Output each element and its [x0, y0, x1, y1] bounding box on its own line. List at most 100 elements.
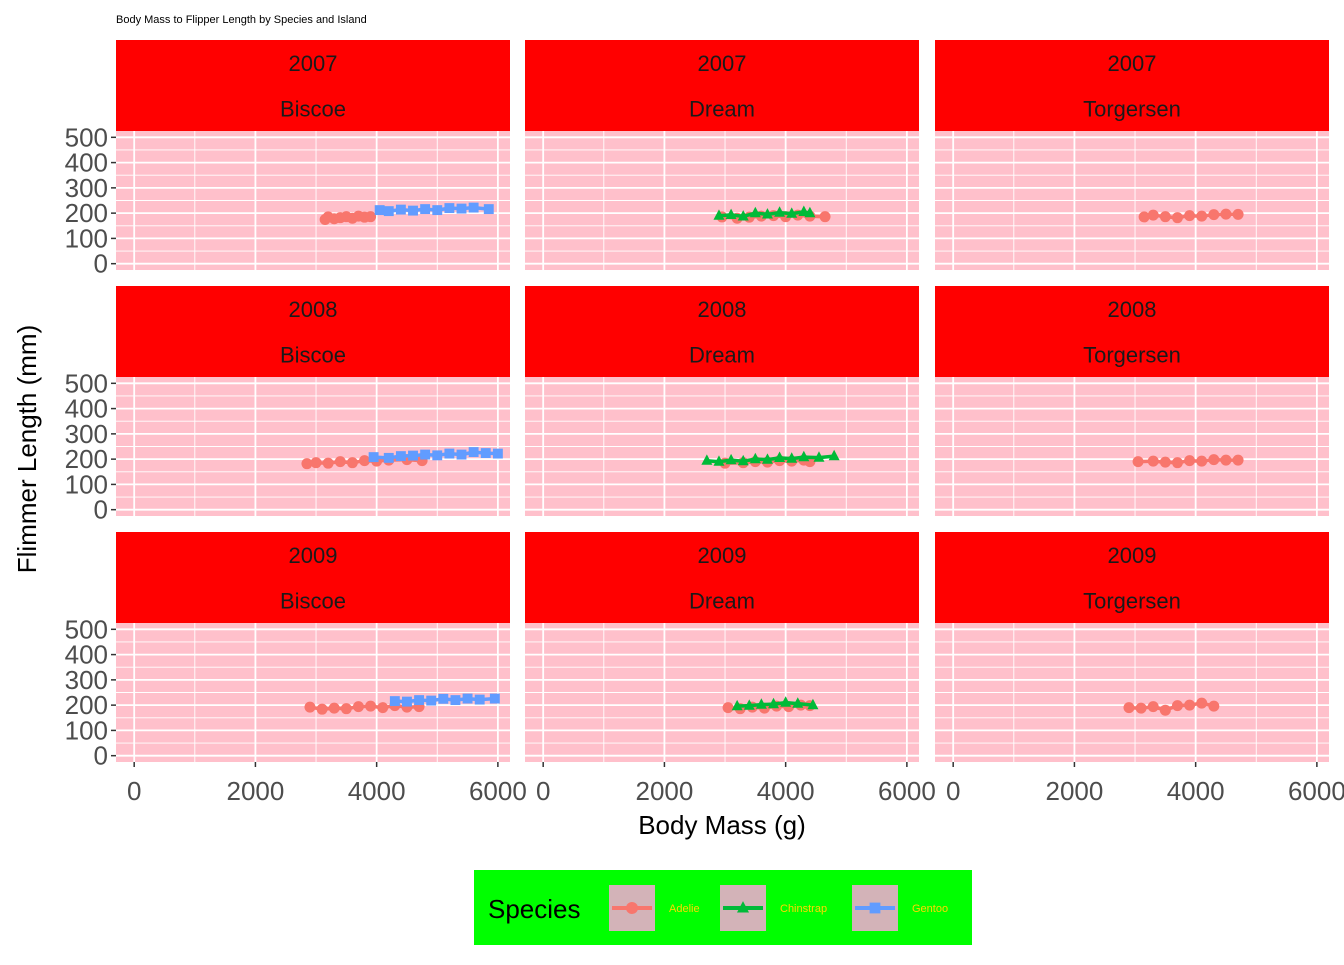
data-point-chinstrap: [828, 449, 840, 461]
strip-island-background: [525, 331, 919, 377]
data-point-chinstrap: [737, 454, 749, 466]
strip-island-background: [116, 577, 510, 623]
y-tick-label: 100: [65, 223, 108, 253]
data-point-adelie: [1184, 210, 1196, 222]
data-point-adelie: [1208, 209, 1220, 221]
data-point-gentoo: [389, 696, 400, 707]
facet-panel: 2007 Dream: [525, 40, 919, 270]
facet-panel: 2008 Dream: [525, 286, 919, 516]
facet-panel: 2009 Biscoe: [116, 532, 510, 762]
series-line-gentoo: [379, 205, 489, 213]
x-tick-label: 6000: [1288, 776, 1344, 806]
strip-year-label: 2009: [1108, 543, 1157, 568]
data-point-adelie: [1171, 700, 1183, 712]
data-point-gentoo: [420, 449, 431, 460]
strip-island-background: [116, 85, 510, 131]
data-point-adelie: [1196, 697, 1208, 709]
data-point-gentoo: [444, 203, 455, 214]
data-point-chinstrap: [798, 450, 810, 462]
data-point-gentoo: [383, 452, 394, 463]
data-point-adelie: [1135, 702, 1147, 714]
series-line-adelie: [309, 703, 420, 711]
data-point-chinstrap: [749, 206, 761, 218]
legend-title: Species: [488, 894, 581, 924]
y-tick-label: 300: [65, 665, 108, 695]
data-point-adelie: [1171, 457, 1183, 469]
data-point-chinstrap: [725, 453, 737, 465]
strip-year-label: 2008: [698, 297, 747, 322]
strip-island-label: Biscoe: [280, 96, 346, 121]
data-point-adelie: [316, 703, 328, 715]
strip-year-background: [935, 286, 1329, 332]
data-point-gentoo: [468, 202, 479, 213]
x-tick-label: 0: [127, 776, 141, 806]
data-point-adelie: [1159, 211, 1171, 223]
data-point-gentoo: [432, 205, 443, 216]
data-point-adelie: [359, 455, 371, 467]
legend-marker-adelie: [626, 902, 638, 914]
data-point-chinstrap: [786, 207, 798, 218]
data-point-gentoo: [462, 693, 473, 704]
data-point-chinstrap: [761, 208, 773, 219]
data-point-adelie: [365, 700, 377, 712]
data-point-gentoo: [483, 204, 494, 215]
data-point-chinstrap: [749, 452, 761, 464]
y-tick-label: 300: [65, 419, 108, 449]
strip-island-label: Biscoe: [280, 342, 346, 367]
x-tick-label: 0: [536, 776, 550, 806]
y-tick-label: 100: [65, 715, 108, 745]
facet-panel: 2008 Biscoe: [116, 286, 510, 516]
data-point-gentoo: [432, 450, 443, 461]
strip-island-label: Dream: [689, 96, 755, 121]
data-point-gentoo: [456, 449, 467, 460]
y-axis-label: Flimmer Length (mm): [12, 325, 42, 573]
data-point-adelie: [1147, 209, 1159, 221]
strip-island-label: Torgersen: [1083, 588, 1181, 613]
strip-year-background: [116, 40, 510, 86]
x-tick-label: 6000: [469, 776, 527, 806]
data-point-adelie: [1138, 211, 1150, 223]
data-point-adelie: [1147, 701, 1159, 713]
strip-year-label: 2007: [698, 51, 747, 76]
strip-island-background: [935, 85, 1329, 131]
data-point-gentoo: [480, 448, 491, 459]
data-point-chinstrap: [713, 455, 725, 466]
data-point-chinstrap: [725, 208, 737, 220]
x-tick-label: 0: [946, 776, 960, 806]
strip-year-background: [935, 40, 1329, 86]
strip-year-background: [116, 286, 510, 332]
strip-island-background: [525, 85, 919, 131]
data-point-gentoo: [468, 447, 479, 458]
data-point-adelie: [1220, 454, 1232, 466]
data-point-adelie: [304, 701, 316, 713]
legend-label-gentoo: Gentoo: [912, 903, 948, 915]
strip-island-background: [116, 331, 510, 377]
data-point-chinstrap: [761, 453, 773, 464]
facet-panel: 2007 Biscoe: [116, 40, 510, 270]
data-point-chinstrap: [743, 699, 755, 710]
y-tick-label: 100: [65, 469, 108, 499]
data-point-adelie: [334, 456, 346, 468]
data-point-chinstrap: [774, 206, 786, 217]
data-point-adelie: [346, 457, 358, 469]
data-point-chinstrap: [713, 209, 725, 220]
data-point-adelie: [365, 211, 377, 223]
data-point-adelie: [301, 458, 313, 470]
strip-year-background: [935, 532, 1329, 578]
strip-island-label: Torgersen: [1083, 342, 1181, 367]
strip-island-label: Biscoe: [280, 588, 346, 613]
data-point-chinstrap: [701, 454, 713, 465]
x-tick-label: 6000: [878, 776, 936, 806]
data-point-chinstrap: [731, 699, 743, 711]
data-point-adelie: [1184, 699, 1196, 711]
legend-label-chinstrap: Chinstrap: [780, 903, 827, 915]
strip-year-background: [525, 40, 919, 86]
strip-year-label: 2007: [289, 51, 338, 76]
data-point-adelie: [352, 701, 364, 713]
legend: Species Adelie Chinstrap Gentoo: [474, 870, 972, 945]
facet-panels: 2007 Biscoe 2007 Dream 2007 Torgersen 2008 Bisc…: [116, 40, 1329, 762]
data-point-adelie: [1184, 455, 1196, 467]
data-point-chinstrap: [792, 697, 804, 708]
y-tick-label: 200: [65, 690, 108, 720]
data-point-gentoo: [383, 206, 394, 217]
